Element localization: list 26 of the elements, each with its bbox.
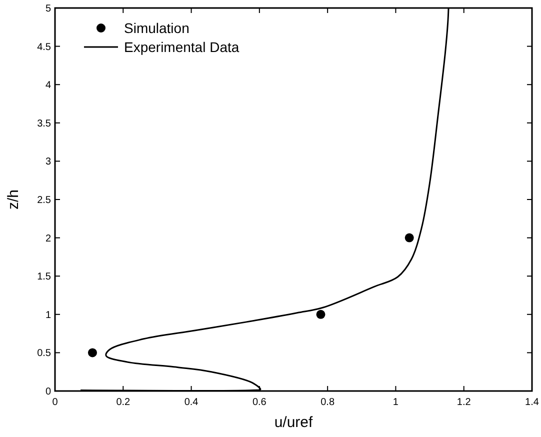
point: [404, 233, 414, 242]
y-tick-label: 3: [45, 156, 52, 168]
x-axis-title: u/uref: [274, 414, 314, 431]
x-tick-label: 0.2: [116, 397, 131, 408]
y-tick-label: 4.5: [37, 42, 52, 53]
point: [88, 348, 97, 358]
y-tick-label: 4: [45, 80, 52, 92]
x-tick-label: 0.8: [320, 397, 335, 408]
y-tick-label: 1.5: [37, 272, 52, 283]
legend-label: Experimental Data: [124, 39, 240, 55]
y-tick-label: 5: [45, 4, 52, 14]
x-tick-label: 1.4: [525, 397, 540, 408]
y-tick-label: 2.5: [37, 195, 52, 206]
legend-label: Simulation: [124, 20, 190, 36]
y-tick-label: 2: [45, 233, 52, 244]
x-tick-label: 0.6: [252, 397, 267, 408]
y-tick-label: 0: [45, 386, 52, 398]
y-tick-label: 1: [45, 310, 52, 321]
x-tick-label: 1.2: [456, 397, 472, 408]
x-tick-label: 1: [392, 397, 399, 408]
y-tick-label: 3.5: [37, 118, 52, 130]
point: [316, 310, 326, 319]
x-tick-label: 0.4: [184, 397, 199, 408]
y-tick-label: 0.5: [37, 348, 52, 360]
y-axis-title: z/h: [5, 189, 22, 210]
x-tick-label: 0: [52, 397, 58, 408]
